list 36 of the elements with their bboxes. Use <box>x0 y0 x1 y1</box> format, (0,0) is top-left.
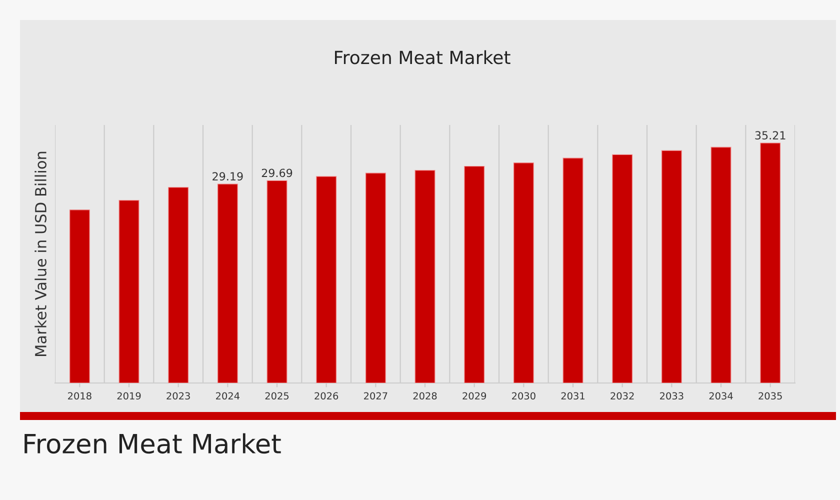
x-tick-label: 2032 <box>610 392 634 400</box>
x-tick-label: 2018 <box>68 392 92 400</box>
x-tick-label: 2034 <box>709 392 733 400</box>
x-tick-label: 2029 <box>462 392 486 400</box>
x-tick-label: 2023 <box>166 392 190 400</box>
bar <box>612 154 633 383</box>
bar <box>661 150 682 383</box>
bar <box>365 172 386 383</box>
bar <box>316 176 337 383</box>
data-label: 29.69 <box>262 168 292 178</box>
chart-title: Frozen Meat Market <box>335 50 510 64</box>
x-tick-label: 2035 <box>758 392 782 400</box>
bar <box>414 170 436 383</box>
bar <box>710 146 732 383</box>
x-tick-label: 2030 <box>512 392 536 400</box>
bar <box>217 184 238 383</box>
bar <box>69 210 90 383</box>
x-tick-label: 2031 <box>561 392 584 400</box>
x-tick-label: 2027 <box>364 392 388 400</box>
bar <box>266 180 288 383</box>
bar <box>562 158 584 383</box>
x-tick-label: 2019 <box>117 392 141 400</box>
x-tick-label: 2026 <box>314 392 338 400</box>
x-tick-label: 2033 <box>660 392 684 400</box>
bar <box>118 200 140 383</box>
bar <box>464 166 485 383</box>
text: Frozen Meat Market <box>24 433 281 454</box>
x-tick-label: 2028 <box>413 392 437 400</box>
x-tick-label: 2024 <box>216 392 240 400</box>
data-label: 29.19 <box>212 172 243 181</box>
bar <box>513 162 534 383</box>
bar <box>168 187 189 383</box>
x-tick-label: 2025 <box>265 392 289 400</box>
data-label: 35.21 <box>755 131 786 140</box>
bar <box>760 142 781 383</box>
y-axis-title: Market Value in USD Billion <box>34 152 46 356</box>
